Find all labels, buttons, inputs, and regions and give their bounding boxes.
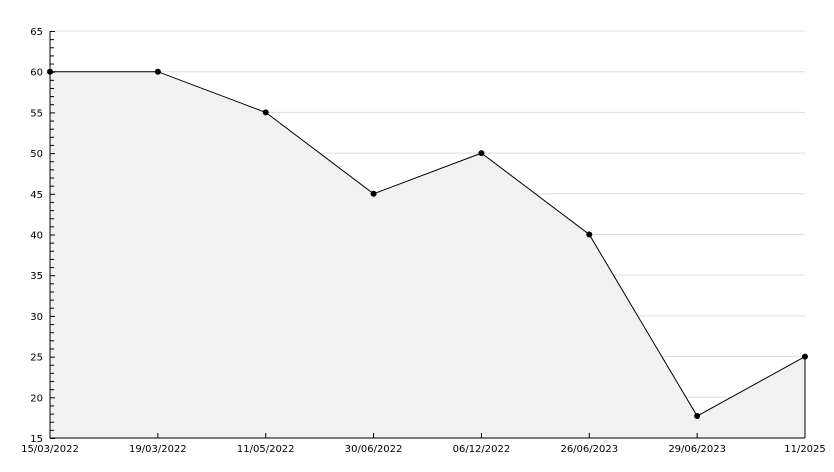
data-point: [262, 109, 269, 116]
y-tick-label: 60: [30, 68, 43, 79]
y-tick-label: 20: [30, 393, 43, 404]
data-point: [802, 353, 808, 360]
x-tick-label: 29/06/2023: [668, 444, 726, 455]
area-fill: [50, 71, 805, 438]
x-tick-label: 11/05/2022: [237, 444, 295, 455]
x-tick-label: 30/06/2022: [345, 444, 403, 455]
y-tick-label: 30: [30, 312, 43, 323]
y-tick-label: 25: [30, 353, 43, 364]
y-tick-label: 55: [30, 108, 43, 119]
y-tick-label: 50: [30, 149, 43, 160]
data-point: [586, 231, 593, 238]
x-tick-label: 06/12/2022: [453, 444, 511, 455]
x-tick-label: 26/06/2023: [560, 444, 618, 455]
y-tick-label: 45: [30, 190, 43, 201]
data-point: [47, 68, 53, 75]
y-tick-label: 15: [30, 434, 43, 445]
x-tick-label: 11/2025: [784, 444, 826, 455]
series-line: [50, 71, 806, 417]
y-tick-label: 35: [30, 271, 43, 282]
y-tick-label: 40: [30, 231, 43, 242]
data-point: [154, 68, 161, 75]
x-tick-label: 15/03/2022: [21, 444, 79, 455]
x-tick-label: 19/03/2022: [129, 444, 187, 455]
y-tick-label: 65: [30, 27, 43, 38]
data-point: [694, 413, 701, 420]
data-point: [370, 190, 377, 197]
data-point: [478, 150, 485, 157]
